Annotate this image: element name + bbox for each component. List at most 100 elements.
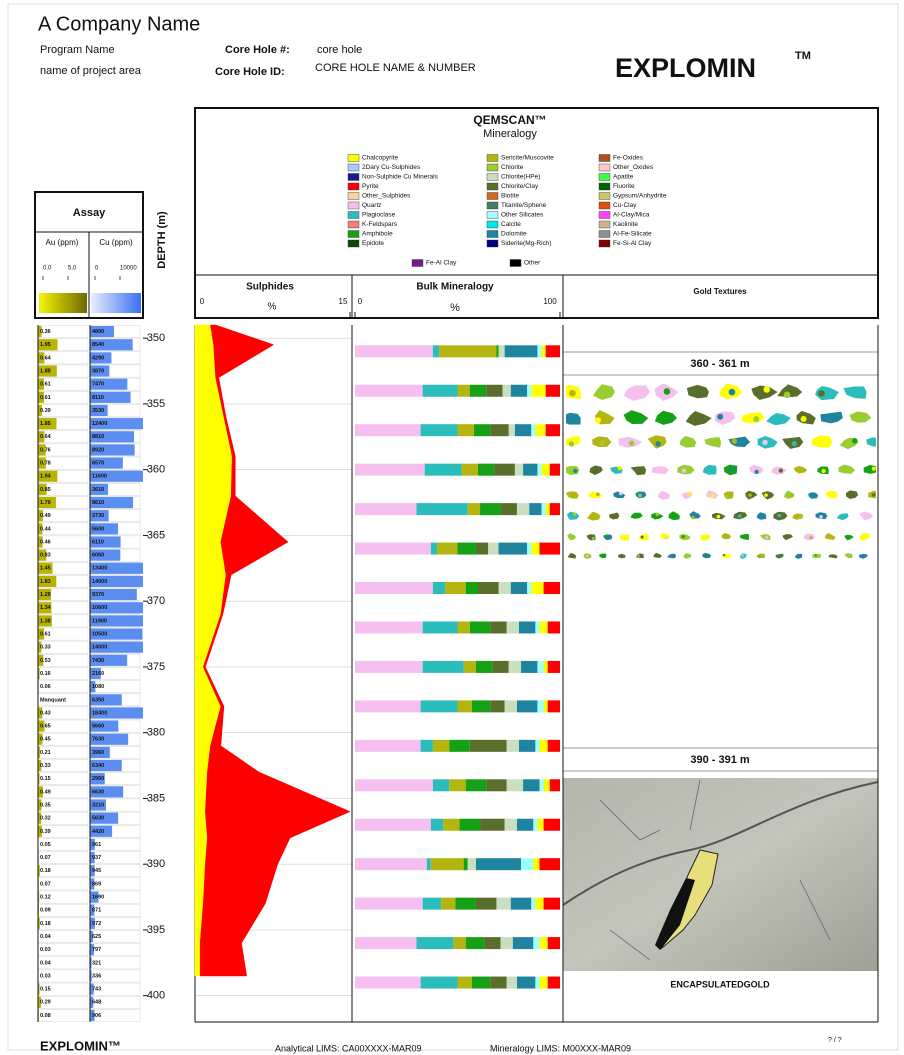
assay-value: 0.21 <box>40 750 51 756</box>
assay-value: 0.33 <box>40 645 51 651</box>
mineral-segment <box>458 977 472 989</box>
mineral-segment <box>517 503 529 515</box>
legend-swatch <box>599 155 610 162</box>
mineral-segment <box>499 345 505 357</box>
assay-value: 6060 <box>92 553 104 559</box>
assay-value: 8810 <box>92 434 104 440</box>
legend-label: K-Feldspars <box>362 221 398 228</box>
assay-value: 4420 <box>92 829 104 835</box>
particle <box>679 534 691 541</box>
assay-value: 1080 <box>92 684 104 690</box>
mineral-segment <box>531 582 543 594</box>
assay-value: 1.95 <box>40 342 51 348</box>
particle <box>683 553 692 559</box>
particle-grain <box>704 555 706 557</box>
assay-value: 0.07 <box>40 881 51 887</box>
assay-title: Assay <box>73 207 106 219</box>
particle-grain <box>717 515 721 519</box>
mineral-segment <box>507 779 523 791</box>
mineral-segment <box>355 582 433 594</box>
particle <box>704 437 721 448</box>
assay-value: 8610 <box>92 500 104 506</box>
particle <box>619 534 629 541</box>
particle <box>567 511 580 520</box>
mineral-segment <box>470 385 486 397</box>
mineral-segment <box>476 898 497 910</box>
assay-value: 0.05 <box>40 842 51 848</box>
assay-value: Manquant <box>40 697 66 703</box>
particle-grain <box>672 556 674 558</box>
mineral-segment <box>423 621 458 633</box>
particle-grain <box>665 536 668 539</box>
mineral-segment <box>537 700 543 712</box>
particle-grain <box>784 391 791 398</box>
mineral-segment <box>355 345 433 357</box>
assay-value: 869 <box>92 881 101 887</box>
mineral-segment <box>486 779 507 791</box>
mineral-segment <box>523 779 539 791</box>
legend-label: Other_Sulphides <box>362 193 411 200</box>
assay-value: 18400 <box>92 710 107 716</box>
particle <box>846 490 859 499</box>
particle <box>843 386 867 399</box>
mineral-segment <box>540 858 561 870</box>
legend-swatch <box>348 174 359 181</box>
particle-grain <box>629 441 634 446</box>
mineral-segment <box>546 345 560 357</box>
particle-grain <box>638 494 642 498</box>
mineral-segment <box>537 464 541 476</box>
assay-value: 937 <box>92 855 101 861</box>
assay-value: 0.12 <box>40 895 51 901</box>
particle-grain <box>615 513 619 517</box>
assay-tick-label: 10000 <box>120 266 137 272</box>
legend-swatch <box>348 212 359 219</box>
particle <box>838 464 855 474</box>
particle <box>828 554 838 559</box>
gold-photo <box>563 778 878 971</box>
particle-grain <box>799 515 803 519</box>
legend-swatch <box>348 231 359 238</box>
mineral-segment <box>423 898 441 910</box>
particle-grain <box>664 388 671 395</box>
bulk-title: Bulk Mineralogy <box>416 282 494 293</box>
legend-label: Quartz <box>362 202 382 209</box>
mineral-segment <box>464 858 468 870</box>
mineral-segment <box>544 898 560 910</box>
sulphides-tick-label: 15 <box>339 297 348 306</box>
mineral-segment <box>470 740 507 752</box>
legend-swatch <box>348 221 359 228</box>
assay-value: 0.49 <box>40 513 51 519</box>
legend-label: Siderite(Mg-Rich) <box>501 240 552 247</box>
particle-grain <box>567 494 571 498</box>
mineral-segment <box>527 543 531 555</box>
mineral-segment <box>496 898 510 910</box>
mineral-segment <box>480 819 505 831</box>
particle-grain <box>641 536 644 539</box>
mineral-segment <box>519 621 535 633</box>
assay-value: 1.83 <box>40 579 51 585</box>
particle <box>658 491 671 500</box>
brand-mark: TM <box>795 50 811 62</box>
particle-grain <box>637 555 639 557</box>
particle <box>820 411 843 423</box>
particle <box>859 511 873 521</box>
particle-grain <box>855 391 862 398</box>
assay-value: 0.33 <box>40 763 51 769</box>
mineral-segment <box>537 345 541 357</box>
depth-tick-label: 400 <box>147 990 165 1002</box>
mineral-segment <box>505 345 538 357</box>
mineral-segment <box>548 977 560 989</box>
legend-swatch <box>599 183 610 190</box>
particle <box>756 512 766 520</box>
particle-grain <box>732 438 737 443</box>
legend-swatch <box>487 183 498 190</box>
mineral-segment <box>548 661 560 673</box>
cu-scale <box>91 293 141 313</box>
mineral-segment <box>472 700 490 712</box>
particle-grain <box>595 417 601 423</box>
sulphides-title: Sulphides <box>246 282 294 293</box>
particle-grain <box>741 554 743 556</box>
particle <box>775 553 784 558</box>
mineral-segment <box>460 819 481 831</box>
assay-value: 0.44 <box>40 526 52 532</box>
